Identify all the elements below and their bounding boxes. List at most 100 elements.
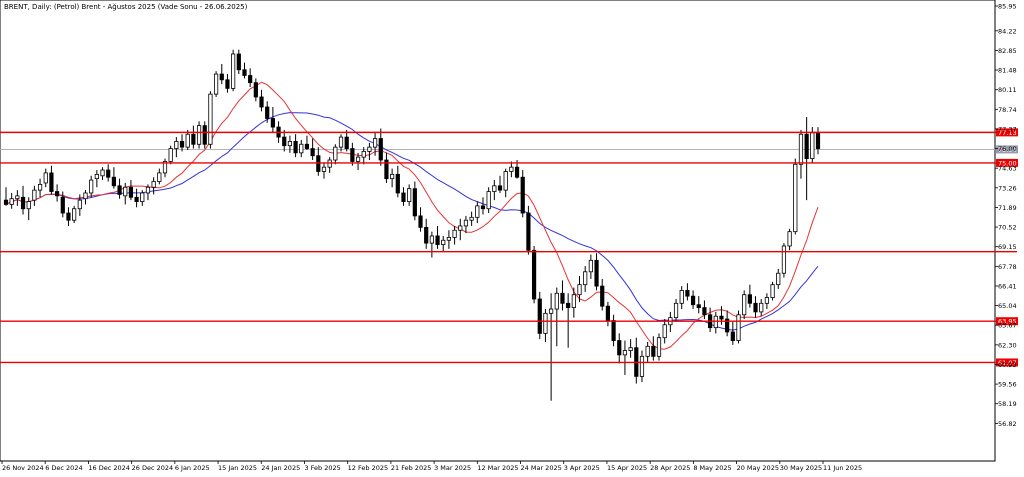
candle [128,180,134,201]
candle-body [390,173,395,180]
y-tick-label: 78.74 [998,106,1017,114]
candle-body [128,186,134,198]
candle-body [639,355,645,377]
candle [776,268,781,289]
candle [372,132,378,156]
level-label-box [996,317,1018,326]
candle [179,134,185,152]
level-label-box [996,358,1018,367]
candle-body [395,173,400,194]
candle [83,190,88,205]
candle-body [537,298,542,334]
candle-body [543,312,548,334]
candle-body [94,173,99,180]
candle-body [583,271,588,286]
candle [753,296,758,318]
level-label-box [996,128,1018,137]
candle-body [316,155,321,172]
candle-body [531,249,537,300]
candle [333,144,338,165]
candle-body [503,171,508,191]
candle-body [418,215,423,228]
candle-body [55,191,60,197]
candle-body [361,151,366,158]
candle-body [719,315,724,320]
candle-body [213,73,219,95]
x-tick-label: 15 Apr 2025 [607,464,647,472]
candle-body [310,148,315,157]
x-axis: 26 Nov 2024 6 Dec 2024 16 Dec 2024 26 Dec 2… [1,461,862,472]
candle [435,225,440,249]
y-tick-label: 85.95 [998,3,1017,11]
candle-body [367,146,372,152]
candle-body [781,245,787,274]
candle [213,71,219,97]
candle [571,287,576,318]
candle-body [140,192,145,202]
candle-body [202,125,207,145]
y-tick-label: 62.30 [998,341,1017,349]
candle-body [463,219,469,227]
candle-body [787,231,792,247]
candle-body [49,172,54,192]
candle [651,336,656,361]
candle [458,218,463,241]
candle [299,139,304,158]
y-tick-label: 59.56 [998,381,1017,389]
candle-body [72,208,77,221]
candle-body [696,304,701,309]
candle [446,230,452,249]
candle [747,284,752,308]
candle [475,201,480,224]
candle-body [759,302,764,313]
candle-body [628,347,633,351]
candle-body [236,53,241,71]
candle-body [520,176,525,214]
candle-body [242,69,247,76]
candle [566,293,571,348]
candle-body [747,294,752,304]
candle [690,290,696,310]
candle-body [248,75,253,84]
x-tick-label: 6 Dec 2024 [45,464,82,472]
candle-body [134,196,139,202]
candle-body [270,118,275,128]
candle [43,168,48,188]
candle [543,309,548,342]
candle-body [730,331,735,341]
x-tick-label: 28 Apr 2025 [650,464,690,472]
candle-body [810,132,815,159]
y-tick-label: 63.67 [998,322,1017,330]
candle [656,333,662,361]
candle-body [815,132,821,149]
candle-body [225,79,230,89]
y-tick-label: 82.85 [998,47,1017,55]
candle [321,162,327,179]
candle [55,184,60,202]
candle [429,231,434,258]
candle [526,205,531,255]
candle [208,91,213,149]
candle-body [622,350,628,356]
candle-body [662,324,667,339]
candle-body [742,294,747,316]
candle [492,180,497,201]
candle-body [265,106,270,119]
candle-body [554,292,559,310]
candle-body [412,188,417,217]
candle [531,245,537,304]
candle [219,64,224,85]
candle [3,187,9,206]
y-tick-label: 56.82 [998,420,1017,428]
candle [355,152,361,171]
x-tick-label: 30 May 2025 [780,464,822,472]
y-tick-label: 67.78 [998,263,1017,271]
fast-moving-average-line [5,81,819,350]
candle [157,168,162,185]
candle [424,218,429,249]
candle-body [66,212,71,221]
candle [401,187,406,206]
candle-body [549,308,554,314]
candle [49,165,54,195]
